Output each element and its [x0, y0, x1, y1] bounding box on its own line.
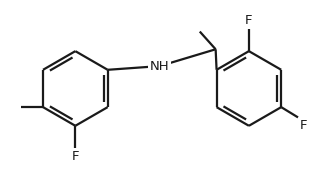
Text: NH: NH — [150, 60, 170, 73]
Text: F: F — [72, 150, 79, 163]
Text: F: F — [300, 119, 308, 132]
Text: F: F — [245, 13, 253, 27]
